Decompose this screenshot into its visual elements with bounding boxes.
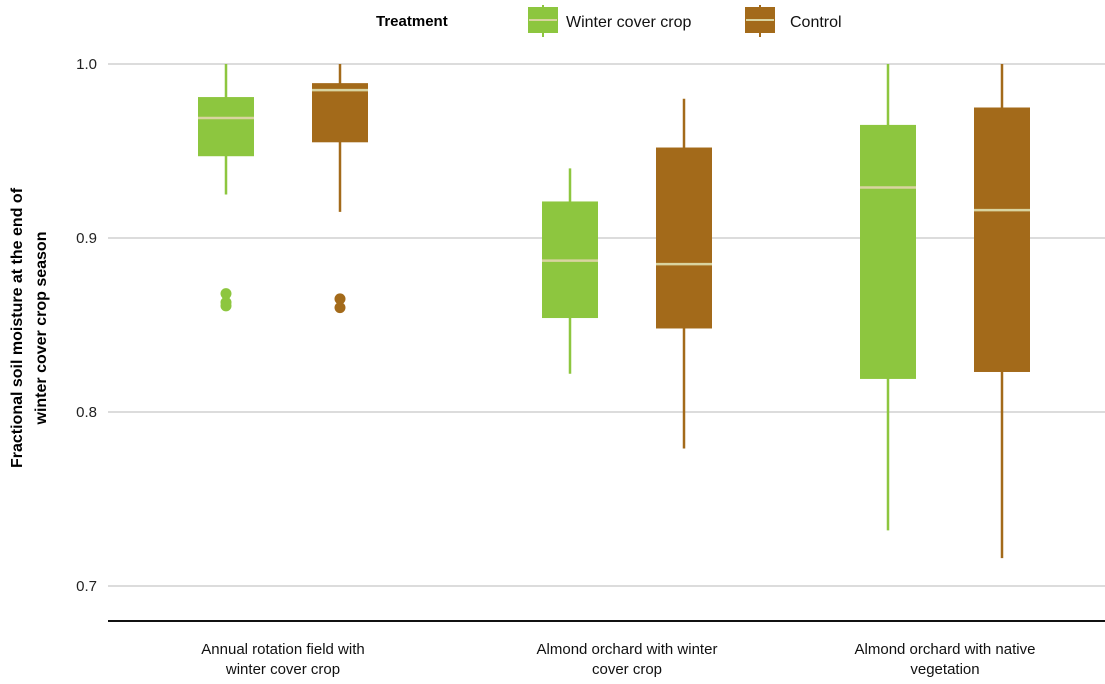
legend-label-winter-cover-crop: Winter cover crop [566, 14, 691, 31]
category-label-1-line-2: winter cover crop [225, 661, 340, 678]
y-tick-label: 0.9 [76, 230, 97, 247]
category-label-1-line-1: Annual rotation field with [201, 641, 364, 658]
outlier-point [334, 302, 346, 314]
box-iqr [860, 124, 916, 379]
box-iqr [656, 147, 712, 329]
y-tick-label: 0.7 [76, 578, 97, 595]
y-axis-label: Fractional soil moisture at the end of w… [9, 187, 50, 468]
legend-label-control: Control [790, 14, 842, 31]
y-axis-label-line-2: winter cover crop season [33, 232, 50, 426]
category-label-3-line-2: vegetation [910, 661, 979, 678]
box-winter-cover-crop-1 [198, 64, 254, 312]
outlier-point [220, 300, 232, 312]
box-iqr [974, 107, 1030, 372]
legend-entry-control: Control [745, 5, 842, 37]
box-winter-cover-crop-2 [542, 168, 598, 374]
legend-entry-winter-cover-crop: Winter cover crop [528, 5, 691, 37]
y-axis-label-line-1: Fractional soil moisture at the end of [9, 187, 26, 468]
box-control-2 [656, 98, 712, 449]
boxes [198, 64, 1030, 559]
box-control-3 [974, 64, 1030, 559]
box-winter-cover-crop-3 [860, 64, 916, 531]
category-label-2-line-2: cover crop [592, 661, 662, 678]
outlier-point [334, 293, 346, 305]
y-axis-ticks: 0.7 0.8 0.9 1.0 [76, 56, 97, 595]
x-axis-category-labels: Annual rotation field with winter cover c… [201, 641, 1035, 678]
y-tick-label: 0.8 [76, 404, 97, 421]
category-label-2-line-1: Almond orchard with winter [537, 641, 718, 658]
legend-title: Treatment [376, 13, 448, 30]
box-iqr [312, 83, 368, 143]
outlier-point [220, 288, 232, 300]
grid-lines [108, 63, 1105, 587]
box-control-1 [312, 64, 368, 314]
legend: Treatment Winter cover crop Control [376, 5, 842, 37]
y-tick-label: 1.0 [76, 56, 97, 73]
category-label-3-line-1: Almond orchard with native [855, 641, 1036, 658]
box-iqr [198, 97, 254, 157]
